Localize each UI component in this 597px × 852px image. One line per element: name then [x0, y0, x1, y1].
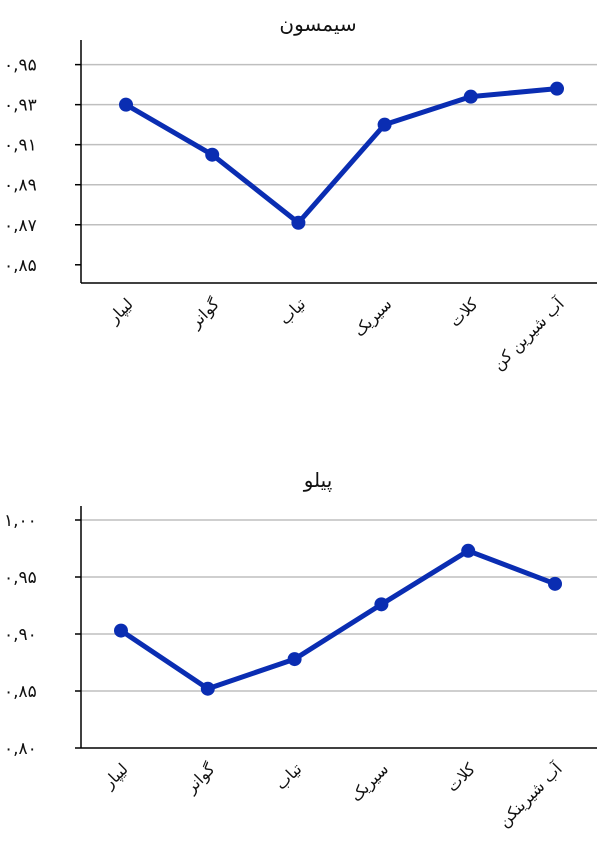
y-tick-label: ۰,۹۰ [4, 625, 37, 645]
y-tick-label: ۰,۸۰ [4, 739, 37, 759]
x-tick-label: لیپار [98, 759, 132, 793]
data-point [287, 652, 302, 667]
data-point [200, 681, 215, 696]
y-tick-label: ۰,۸۷ [4, 216, 37, 236]
x-tick-label: گوانر [181, 759, 220, 798]
chart-pilo: پیلو ۰,۸۰ ۰,۸۵ ۰,۹۰ ۰,۹۵ ۱,۰۰ لیپار گوانر تیاب س… [4, 468, 597, 831]
chart-simson: سیمسون ۰,۸۵ ۰,۸۷ ۰,۸۹ ۰,۹۱ ۰,۹۳ ۰,۹۵ لیپار گوان… [4, 12, 597, 374]
y-tick-label: ۰,۸۵ [4, 682, 37, 702]
y-tick-label: ۰,۹۱ [4, 136, 37, 156]
y-tick-label: ۰,۹۳ [4, 96, 37, 116]
y-tick-label: ۰,۹۵ [4, 568, 37, 588]
chart-title: سیمسون [279, 12, 356, 36]
series-line [123, 86, 560, 226]
data-point [205, 147, 220, 162]
chart-title: پیلو [303, 468, 333, 493]
data-point [463, 89, 478, 104]
data-point [119, 97, 133, 112]
x-tick-label: کلات [443, 759, 479, 795]
y-tick-label: ۰,۸۵ [4, 256, 37, 276]
x-tick-label: لیپار [103, 294, 137, 328]
x-tick-label: آب شیرینکن [494, 758, 567, 831]
data-point [461, 543, 476, 558]
x-tick-label: گوانر [185, 294, 224, 333]
data-point [377, 117, 392, 132]
data-point [114, 623, 128, 638]
data-point [291, 215, 306, 230]
y-tick-label: ۰,۸۹ [4, 176, 37, 196]
y-tick-label: ۰,۹۵ [4, 56, 37, 76]
y-tick-label: ۱,۰۰ [4, 511, 37, 531]
x-tick-label: تیاب [275, 294, 309, 328]
x-tick-label: تیاب [271, 759, 305, 793]
data-point [374, 597, 389, 612]
x-tick-label: کلات [445, 294, 481, 330]
x-tick-label: آب شیرین کن [489, 293, 570, 374]
x-tick-label: سیریک [346, 759, 393, 806]
data-point [548, 576, 562, 591]
data-point [550, 81, 564, 96]
x-tick-label: سیریک [350, 294, 397, 341]
series-line [118, 548, 558, 692]
